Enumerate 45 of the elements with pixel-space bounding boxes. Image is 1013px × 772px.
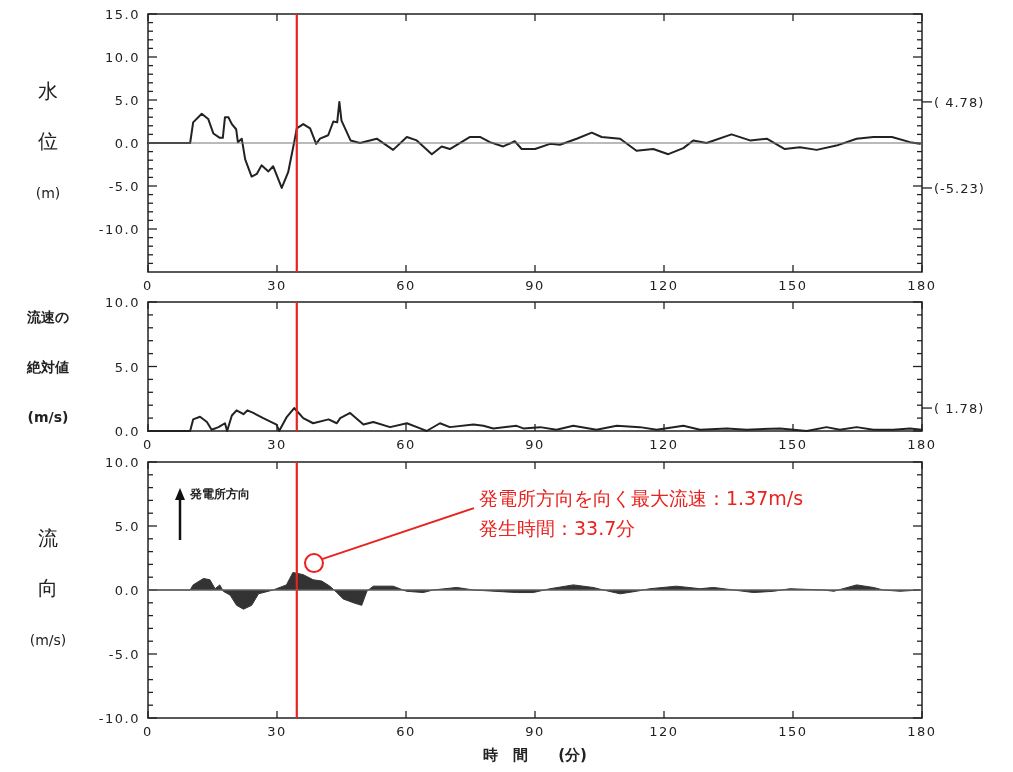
x-tick-label: 60 — [396, 437, 416, 452]
x-tick-label: 150 — [778, 278, 808, 293]
text: 流速の絶対値(m/s) — [27, 308, 69, 425]
text: (-5.23) — [934, 180, 985, 196]
y-tick-label: 5.0 — [114, 519, 140, 534]
y-tick-label: 0.0 — [114, 424, 140, 439]
annotation: 発生時間：33.7分 — [478, 517, 636, 540]
x-tick-label: 180 — [907, 278, 937, 293]
x-tick-label: 90 — [525, 437, 545, 452]
y-tick-label: 15.0 — [105, 7, 140, 22]
x-tick-label: 0 — [143, 724, 153, 739]
y-tick-label: -5.0 — [108, 647, 140, 662]
x-tick-label: 180 — [907, 724, 937, 739]
x-tick-label: 180 — [907, 437, 937, 452]
x-tick-label: 150 — [778, 724, 808, 739]
x-tick-label: 0 — [143, 437, 153, 452]
annotation: 発電所方向を向く最大流速：1.37m/s — [478, 487, 804, 510]
text: ( 4.78) — [934, 94, 985, 110]
x-tick-label: 30 — [267, 278, 287, 293]
x-tick-label: 120 — [649, 724, 679, 739]
y-tick-label: 10.0 — [105, 50, 140, 65]
y-tick-label: -10.0 — [98, 222, 140, 237]
x-tick-label: 0 — [143, 278, 153, 293]
x-tick-label: 60 — [396, 724, 416, 739]
y-tick-label: 10.0 — [105, 295, 140, 310]
y-tick-label: -10.0 — [98, 711, 140, 726]
x-tick-label: 120 — [649, 278, 679, 293]
y-tick-label: 5.0 — [114, 93, 140, 108]
x-tick-label: 30 — [267, 724, 287, 739]
x-tick-label: 60 — [396, 278, 416, 293]
text: 水位(m) — [35, 79, 61, 201]
y-tick-label: 0.0 — [114, 583, 140, 598]
x-tick-label: 150 — [778, 437, 808, 452]
y-tick-label: 5.0 — [114, 359, 140, 375]
y-tick-label: 0.0 — [114, 136, 140, 151]
x-tick-label: 90 — [525, 278, 545, 293]
x-tick-label: 120 — [649, 437, 679, 452]
x-axis-title: 時 間 (分) — [483, 746, 587, 764]
x-tick-label: 30 — [267, 437, 287, 452]
x-tick-label: 90 — [525, 724, 545, 739]
annotation: 発電所方向 — [189, 487, 250, 501]
text: 流向(m/s) — [29, 526, 67, 648]
y-tick-label: 10.0 — [105, 455, 140, 470]
y-tick-label: -5.0 — [108, 179, 140, 194]
text: ( 1.78) — [934, 401, 985, 417]
